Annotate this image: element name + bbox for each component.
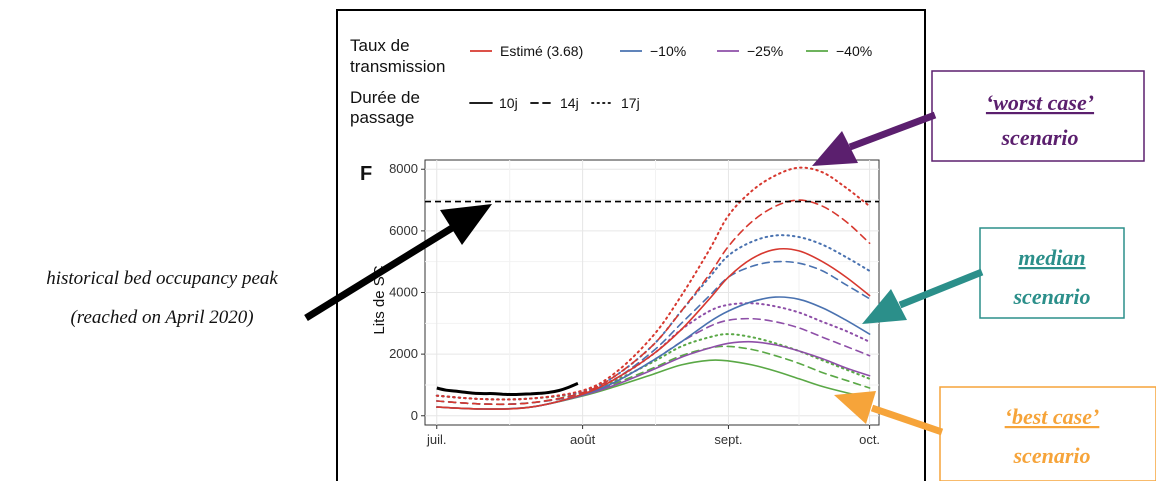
legend-transmission-label: −40%	[836, 43, 872, 59]
observed-series-line	[436, 382, 579, 397]
legend-transmission-label: Estimé (3.68)	[500, 43, 583, 59]
legend-transmission-title-1: Taux de	[350, 36, 410, 55]
legend-duration-title-1: Durée de	[350, 88, 420, 107]
best-case-arrow-head	[834, 391, 876, 424]
x-tick-label: août	[570, 432, 596, 447]
series-line-Estim368-10j	[436, 247, 871, 410]
historical-peak-label-line2: (reached on April 2020)	[70, 307, 253, 328]
best-case-arrow-shaft	[870, 404, 944, 436]
worst-case-arrow-shaft	[848, 111, 937, 151]
y-tick-label: 2000	[389, 346, 418, 361]
worst-case-arrow-head	[812, 131, 858, 166]
x-tick-label: oct.	[859, 432, 880, 447]
median-annotation: median scenario	[862, 227, 1125, 324]
median-arrow-head	[862, 289, 907, 324]
median-title: median	[1018, 245, 1085, 270]
grid	[425, 160, 879, 425]
worst-case-subtitle: scenario	[1001, 125, 1079, 150]
legend-transmission-label: −25%	[747, 43, 783, 59]
y-tick-label: 8000	[389, 161, 418, 176]
best-case-title: ‘best case’	[1005, 404, 1100, 429]
best-case-box	[939, 386, 1156, 481]
historical-peak-arrow	[304, 204, 492, 321]
legend: Taux de transmission Estimé (3.68) −10% −2…	[350, 36, 872, 127]
legend-duration-label: 14j	[560, 95, 579, 111]
legend-duration-label: 17j	[621, 95, 640, 111]
legend-duration-entries: 10j 14j 17j	[469, 95, 640, 111]
y-tick-label: 6000	[389, 223, 418, 238]
best-case-annotation: ‘best case’ scenario	[834, 386, 1156, 481]
figure-frame	[336, 9, 926, 481]
series-line-Estim368-17j	[435, 166, 871, 401]
y-axis-title: Lits de SC	[371, 265, 388, 334]
ticks: 0 2000 4000 6000 8000 juil. août sept. oct.	[389, 161, 880, 447]
worst-case-annotation: ‘worst case’ scenario	[812, 70, 1145, 166]
x-tick-label: juil.	[426, 432, 447, 447]
legend-duration-title-2: passage	[350, 108, 414, 127]
x-tick-label: sept.	[714, 432, 742, 447]
median-arrow-shaft	[898, 268, 984, 309]
series-layer	[425, 166, 879, 410]
y-tick-label: 4000	[389, 285, 418, 300]
legend-transmission-label: −10%	[650, 43, 686, 59]
series-line-Estim368-14j	[436, 199, 871, 406]
worst-case-title: ‘worst case’	[986, 90, 1094, 115]
historical-peak-label-line1: historical bed occupancy peak	[46, 268, 278, 289]
median-subtitle: scenario	[1013, 284, 1091, 309]
median-box	[979, 227, 1125, 319]
worst-case-box	[931, 70, 1145, 162]
legend-transmission-entries: Estimé (3.68) −10% −25% −40%	[470, 43, 872, 59]
legend-transmission-title-2: transmission	[350, 57, 445, 76]
plot-area: 0 2000 4000 6000 8000 juil. août sept. oct.	[389, 159, 880, 447]
best-case-subtitle: scenario	[1013, 443, 1091, 468]
legend-duration-label: 10j	[499, 95, 518, 111]
y-tick-label: 0	[411, 408, 418, 423]
panel-label: F	[360, 163, 372, 185]
